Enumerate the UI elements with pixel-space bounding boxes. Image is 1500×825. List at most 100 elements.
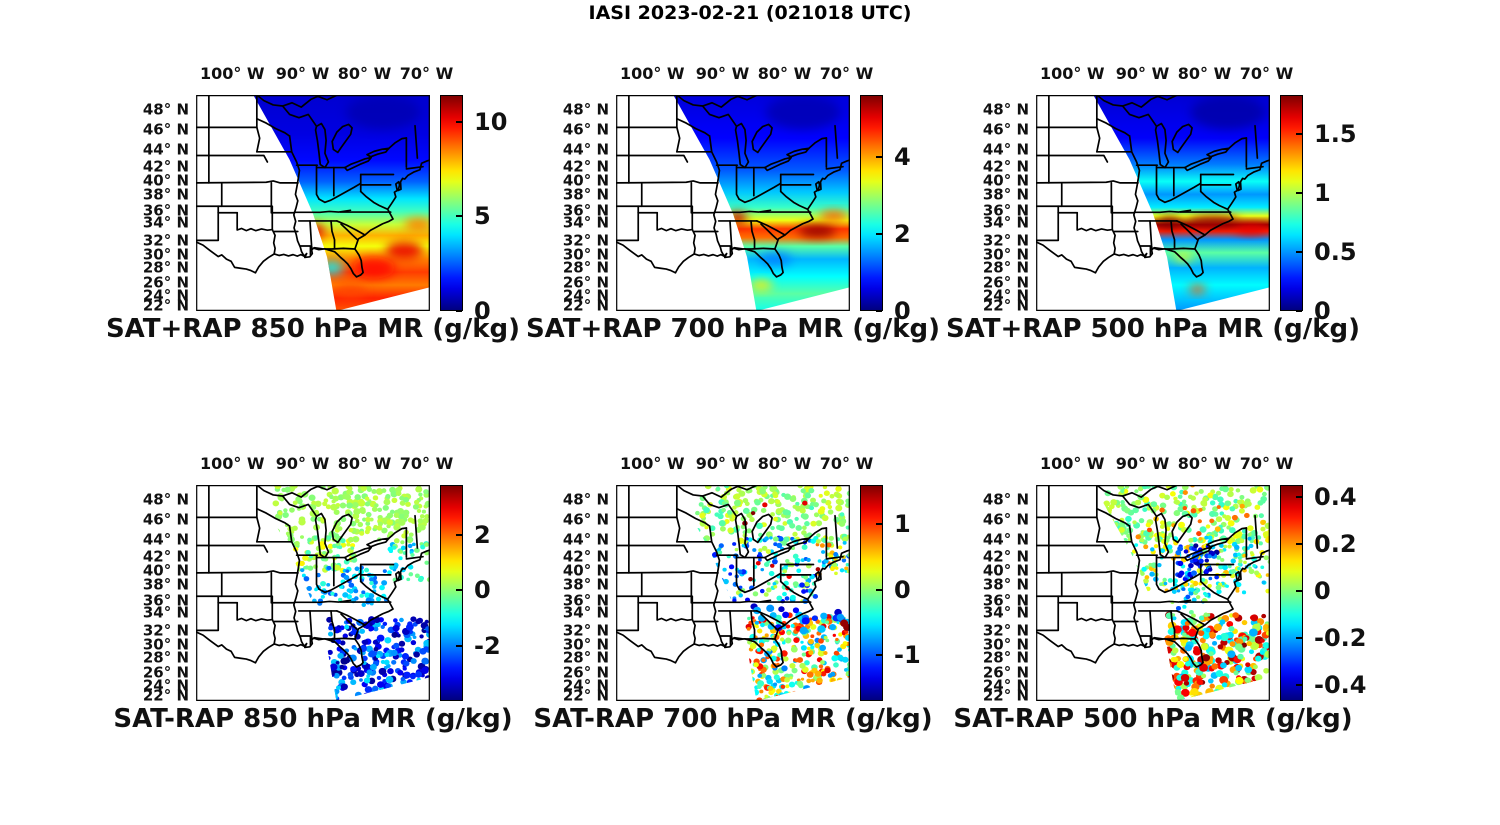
lon-tick-label: 100° W xyxy=(199,454,265,473)
panel-title: SAT-RAP 850 hPa MR (g/kg) xyxy=(113,704,513,734)
colorbar xyxy=(440,95,463,311)
lat-tick-label: 40° N xyxy=(142,561,189,580)
lat-tick-label: 48° N xyxy=(142,100,189,119)
colorbar-tick xyxy=(456,215,462,218)
lat-tick-label: 40° N xyxy=(562,561,609,580)
map-canvas xyxy=(616,485,850,701)
lat-tick-label: 28° N xyxy=(142,258,189,277)
colorbar-tick xyxy=(1296,542,1302,545)
data-dots xyxy=(1103,485,1270,701)
lat-tick-label: 48° N xyxy=(562,490,609,509)
lat-tick-label: 30° N xyxy=(562,635,609,654)
lat-tick-label: 28° N xyxy=(562,258,609,277)
lat-tick-label: 36° N xyxy=(562,201,609,220)
lat-tick-label: 46° N xyxy=(142,510,189,529)
lat-tick-label: 46° N xyxy=(142,120,189,139)
colorbar-tick-label: 0 xyxy=(474,576,491,605)
colorbar-tick xyxy=(1296,132,1302,135)
map-canvas xyxy=(1036,485,1270,701)
map-canvas xyxy=(196,485,430,701)
colorbar xyxy=(1280,95,1303,311)
lat-tick-label: 44° N xyxy=(142,140,189,159)
lat-tick-label: 38° N xyxy=(142,185,189,204)
lat-tick-label: 34° N xyxy=(562,213,609,232)
lat-tick-label: 44° N xyxy=(142,530,189,549)
lat-tick-label: 36° N xyxy=(562,591,609,610)
colorbar-tick-label: 0 xyxy=(1314,576,1331,605)
colorbar-tick xyxy=(876,310,882,312)
lon-tick-label: 70° W xyxy=(1239,64,1294,83)
panel-sat-rap-850-hpa-mr-g-kg: 100° W 90° W 80° W 70° W 48° N 46° N 44° N 42° … xyxy=(113,454,512,733)
lat-tick-label: 26° N xyxy=(982,273,1029,292)
lat-tick-label: 36° N xyxy=(982,591,1029,610)
colorbar-tick xyxy=(1296,683,1302,686)
colorbar-tick xyxy=(456,120,462,123)
colorbar-tick xyxy=(456,644,462,647)
lat-tick-label: 24° N xyxy=(982,676,1029,695)
lat-tick-label: 30° N xyxy=(562,245,609,264)
lon-tick-label: 80° W xyxy=(757,454,812,473)
lon-tick-label: 90° W xyxy=(275,64,330,83)
lat-tick-label: 42° N xyxy=(982,547,1029,566)
state-boundaries xyxy=(616,485,850,667)
lat-tick-label: 34° N xyxy=(562,603,609,622)
panel-title: SAT+RAP 500 hPa MR (g/kg) xyxy=(945,314,1361,344)
axes-box xyxy=(1037,486,1270,701)
colorbar-tick-label: 1.5 xyxy=(1314,119,1357,148)
lon-tick-label: 80° W xyxy=(1177,64,1232,83)
lat-tick-label: 22° N xyxy=(982,686,1029,705)
lat-tick-label: 32° N xyxy=(982,231,1029,250)
colorbar-tick xyxy=(456,533,462,536)
panel-sat-rap-500-hpa-mr-g-kg: 100° W 90° W 80° W 70° W 48° N 46° N 44° N 42° … xyxy=(953,454,1366,733)
lat-tick-label: 44° N xyxy=(562,140,609,159)
lon-tick-label: 70° W xyxy=(819,64,874,83)
lat-tick-label: 46° N xyxy=(982,120,1029,139)
lon-tick-label: 100° W xyxy=(619,64,685,83)
colorbar-tick-label: 2 xyxy=(894,219,911,248)
colorbar-tick-label: 0.2 xyxy=(1314,529,1357,558)
lat-tick-label: 26° N xyxy=(142,273,189,292)
lat-tick-label: 24° N xyxy=(562,286,609,305)
lat-tick-label: 46° N xyxy=(562,120,609,139)
colorbar xyxy=(1280,485,1303,701)
lat-tick-label: 22° N xyxy=(562,686,609,705)
lat-tick-label: 48° N xyxy=(982,490,1029,509)
lat-tick-label: 26° N xyxy=(562,663,609,682)
colorbar-tick xyxy=(456,589,462,592)
lat-tick-label: 38° N xyxy=(142,575,189,594)
lat-tick-label: 32° N xyxy=(562,621,609,640)
colorbar-tick xyxy=(876,232,882,235)
lat-tick-label: 46° N xyxy=(562,510,609,529)
colorbar-tick-label: 1 xyxy=(1314,178,1331,207)
lat-tick-label: 38° N xyxy=(982,575,1029,594)
colorbar-tick xyxy=(1296,589,1302,592)
lat-tick-label: 26° N xyxy=(982,663,1029,682)
panel-title: SAT+RAP 850 hPa MR (g/kg) xyxy=(105,314,521,344)
lat-tick-label: 24° N xyxy=(982,286,1029,305)
lat-tick-label: 42° N xyxy=(142,547,189,566)
panel-title: SAT-RAP 700 hPa MR (g/kg) xyxy=(533,704,933,734)
lon-tick-label: 100° W xyxy=(619,454,685,473)
lon-tick-label: 90° W xyxy=(1115,454,1170,473)
colorbar-tick-label: 0.4 xyxy=(1314,482,1357,511)
lat-tick-label: 32° N xyxy=(142,231,189,250)
colorbar-tick-label: 1 xyxy=(894,510,911,539)
lat-tick-label: 48° N xyxy=(562,100,609,119)
lat-tick-label: 24° N xyxy=(142,676,189,695)
state-boundaries xyxy=(1036,95,1270,277)
lat-tick-label: 34° N xyxy=(982,213,1029,232)
colorbar-tick-label: -2 xyxy=(474,631,501,660)
lat-tick-label: 40° N xyxy=(562,171,609,190)
lon-tick-label: 90° W xyxy=(275,454,330,473)
colorbar-tick xyxy=(876,654,882,657)
panel-title: SAT-RAP 500 hPa MR (g/kg) xyxy=(953,704,1353,734)
colorbar-tick-label: 4 xyxy=(894,142,911,171)
lat-tick-label: 28° N xyxy=(982,258,1029,277)
lon-tick-label: 80° W xyxy=(337,64,392,83)
colorbar-tick-label: 0.5 xyxy=(1314,237,1357,266)
colorbar xyxy=(860,485,883,701)
colorbar-tick-label: -0.4 xyxy=(1314,670,1367,699)
panel-sat-rap-500-hpa-mr-g-kg: 100° W 90° W 80° W 70° W 48° N 46° N 44° N 42° … xyxy=(946,64,1360,343)
figure-title: IASI 2023-02-21 (021018 UTC) xyxy=(588,2,912,24)
lat-tick-label: 24° N xyxy=(142,286,189,305)
